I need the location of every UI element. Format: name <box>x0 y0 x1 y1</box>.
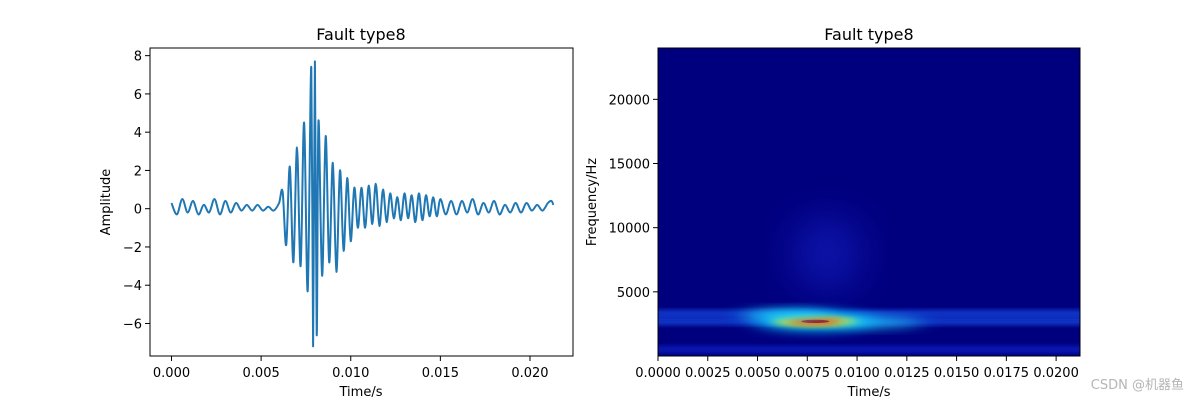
amplitude-chart: Fault type8 0.000 0.005 0.010 0.015 0.020 −6… <box>99 25 574 400</box>
right-chart-title: Fault type8 <box>824 25 913 44</box>
left-y-ticks: −6 −4 −2 0 2 4 6 8 <box>123 50 150 332</box>
spectrogram-chart: Fault type8 0.0000 0.0025 0.0050 0.0075 0.01… <box>585 25 1081 400</box>
left-x-ticks: 0.000 0.005 0.010 0.015 0.020 <box>153 356 549 381</box>
y-tick-label: −6 <box>123 317 142 332</box>
right-y-ticks: 5000 10000 15000 20000 <box>609 93 658 301</box>
left-axes-frame <box>149 47 574 357</box>
y-tick-label: 4 <box>134 126 142 141</box>
x-tick-label: 0.0150 <box>934 366 980 381</box>
y-tick-label: 15000 <box>609 158 650 173</box>
x-tick-label: 0.020 <box>511 366 548 381</box>
energy-hotspot <box>831 316 922 329</box>
y-tick-label: 10000 <box>609 222 650 237</box>
x-tick-label: 0.010 <box>332 366 369 381</box>
right-x-ticks: 0.0000 0.0025 0.0050 0.0075 0.0100 0.0125 0.01… <box>635 356 1079 381</box>
spectrogram-image <box>658 48 1080 356</box>
frequency-band <box>658 346 1080 353</box>
y-tick-label: 6 <box>134 88 142 103</box>
y-tick-label: 0 <box>134 203 142 218</box>
left-y-axis-label: Amplitude <box>99 169 114 236</box>
x-tick-label: 0.0200 <box>1033 366 1079 381</box>
y-tick-label: 2 <box>134 164 142 179</box>
frequency-band <box>658 310 1080 317</box>
left-x-axis-label: Time/s <box>339 385 383 400</box>
x-tick-label: 0.015 <box>422 366 459 381</box>
y-tick-label: 20000 <box>609 93 650 108</box>
left-chart-title: Fault type8 <box>316 25 405 44</box>
amplitude-line <box>170 60 555 348</box>
x-tick-label: 0.0125 <box>884 366 930 381</box>
right-axes-frame <box>657 47 1081 357</box>
energy-hotspot <box>742 308 833 321</box>
energy-hotspot-peak <box>801 319 830 323</box>
x-tick-label: 0.0100 <box>834 366 880 381</box>
x-tick-label: 0.0050 <box>735 366 781 381</box>
right-x-axis-label: Time/s <box>847 385 891 400</box>
x-tick-label: 0.000 <box>153 366 190 381</box>
y-tick-label: 8 <box>134 50 142 65</box>
energy-haze <box>797 213 858 294</box>
y-tick-label: 5000 <box>617 286 650 301</box>
amplitude-series <box>170 60 555 348</box>
x-tick-label: 0.0025 <box>685 366 731 381</box>
y-tick-label: −4 <box>123 279 142 294</box>
y-tick-label: −2 <box>123 241 142 256</box>
x-tick-label: 0.005 <box>243 366 280 381</box>
right-y-axis-label: Frequency/Hz <box>585 158 600 246</box>
x-tick-label: 0.0000 <box>635 366 681 381</box>
spectrogram-background <box>658 48 1080 356</box>
watermark: CSDN @机器鱼 <box>1090 378 1184 393</box>
x-tick-label: 0.0175 <box>984 366 1030 381</box>
x-tick-label: 0.0075 <box>785 366 831 381</box>
